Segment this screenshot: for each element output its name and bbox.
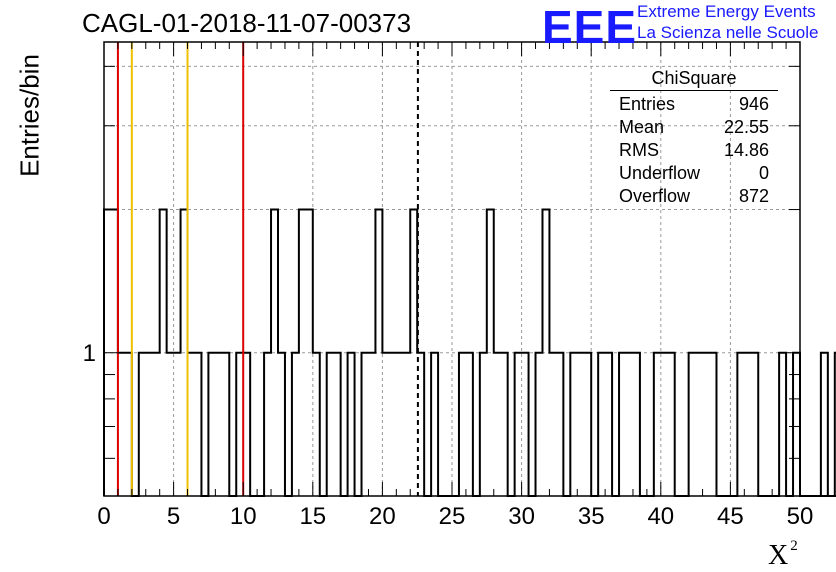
histogram-series bbox=[103, 208, 836, 497]
logo-line-1: Extreme Energy Events bbox=[637, 2, 816, 21]
x-tick-label: 35 bbox=[578, 503, 605, 530]
stats-box: ChiSquare Entries 946 Mean 22.55 RMS 14.86 … bbox=[610, 68, 778, 209]
x-tick-label: 30 bbox=[508, 503, 535, 530]
y-tick-label: 1 bbox=[83, 340, 96, 367]
stats-row-mean: Mean 22.55 bbox=[619, 117, 769, 137]
x-tick-label: 50 bbox=[787, 503, 814, 530]
stats-row-overflow: Overflow 872 bbox=[619, 186, 769, 206]
logo-line-2: La Scienza nelle Scuole bbox=[637, 23, 819, 42]
eee-logo: EEE bbox=[542, 1, 638, 53]
x-tick-label: 45 bbox=[717, 503, 744, 530]
stats-row-underflow: Underflow 0 bbox=[619, 163, 769, 183]
x-tick-label: 20 bbox=[369, 503, 396, 530]
stats-row-rms: RMS 14.86 bbox=[619, 140, 769, 160]
stats-row-entries: Entries 946 bbox=[619, 94, 769, 114]
x-tick-label: 10 bbox=[230, 503, 257, 530]
x-tick-label: 15 bbox=[299, 503, 326, 530]
x-tick-label: 40 bbox=[647, 503, 674, 530]
stats-title: ChiSquare bbox=[610, 68, 778, 91]
chart-title: CAGL-01-2018-11-07-00373 bbox=[82, 8, 412, 38]
x-tick-label: 5 bbox=[167, 503, 180, 530]
x-tick-label: 0 bbox=[97, 503, 110, 530]
y-axis-label: Entries/bin bbox=[14, 54, 45, 177]
x-tick-label: 25 bbox=[439, 503, 466, 530]
